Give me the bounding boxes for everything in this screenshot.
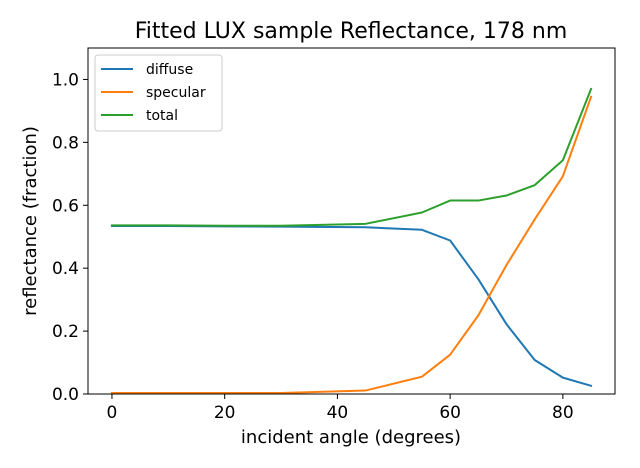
y-tick-label: 0.6	[52, 196, 79, 216]
series-line-total	[110, 87, 593, 227]
x-tick-label: 0	[107, 403, 118, 423]
y-tick-label: 0.8	[52, 133, 79, 153]
y-axis-label: reflectance (fraction)	[20, 126, 41, 316]
y-tick-label: 1.0	[52, 70, 79, 90]
y-tick-label: 0.0	[52, 385, 79, 405]
plot-frame	[87, 47, 616, 395]
x-tick-label: 60	[439, 403, 461, 423]
legend-label-diffuse: diffuse	[146, 62, 193, 78]
series-layer	[110, 87, 593, 395]
legend-label-total: total	[146, 108, 178, 124]
x-tick-label: 20	[214, 403, 236, 423]
x-tick-label: 80	[552, 403, 574, 423]
x-axis-ticks: 0 20 40 60 80	[107, 394, 574, 423]
x-axis-label: incident angle (degrees)	[241, 427, 461, 448]
y-tick-label: 0.2	[52, 322, 79, 342]
y-tick-label: 0.4	[52, 259, 79, 279]
x-tick-label: 40	[327, 403, 349, 423]
y-axis-ticks: 0.0 0.2 0.4 0.6 0.8 1.0	[52, 70, 88, 405]
series-line-specular	[110, 95, 593, 395]
chart-title: Fitted LUX sample Reflectance, 178 nm	[135, 19, 568, 44]
legend-box	[94, 54, 223, 132]
legend-label-specular: specular	[146, 85, 206, 101]
legend: diffuse specular total	[94, 54, 223, 132]
